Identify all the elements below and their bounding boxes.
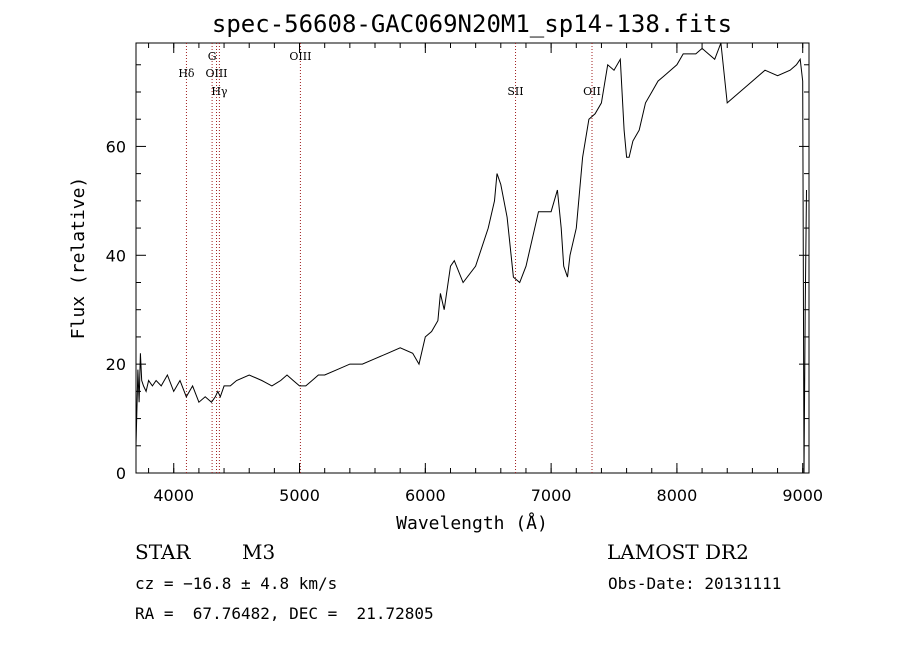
x-tick-label: 9000 (782, 486, 823, 505)
marker-label-oiii-a: OIII (205, 67, 227, 80)
marker-label-hdelta: Hδ (178, 67, 195, 80)
marker-label-oiii-b: OIII (289, 50, 311, 63)
marker-label-oii: OII (583, 85, 601, 98)
x-tick-label: 8000 (657, 486, 698, 505)
y-axis-ticks: 0 20 40 60 (106, 64, 809, 483)
x-tick-label: 6000 (405, 486, 446, 505)
x-axis-label: Wavelength (Å) (396, 512, 548, 534)
marker-label-sii: SII (507, 85, 523, 98)
spectrum-chart: spec-56608-GAC069N20M1_sp14-138.fits Hδ G… (68, 10, 823, 534)
y-tick-label: 60 (106, 137, 126, 156)
plot-frame (135, 42, 810, 474)
spectrum-line (135, 42, 807, 474)
survey-name: LAMOST DR2 (607, 540, 749, 564)
x-axis-ticks: 4000 5000 6000 7000 8000 9000 (148, 43, 823, 505)
emission-line-markers: Hδ G OIII Hγ OIII SII OII (178, 43, 601, 473)
y-tick-label: 40 (106, 246, 126, 265)
x-tick-label: 7000 (531, 486, 572, 505)
y-axis-label: Flux (relative) (68, 177, 89, 340)
observation-date: Obs-Date: 20131111 (608, 574, 782, 593)
spectral-class: STAR (135, 540, 191, 564)
x-tick-label: 5000 (279, 486, 320, 505)
redshift-velocity: cz = −16.8 ± 4.8 km/s (135, 574, 338, 593)
y-tick-label: 0 (116, 464, 126, 483)
y-tick-label: 20 (106, 355, 126, 374)
marker-label-g: G (208, 50, 217, 63)
chart-title: spec-56608-GAC069N20M1_sp14-138.fits (212, 10, 732, 38)
coordinates: RA = 67.76482, DEC = 21.72805 (135, 604, 434, 623)
marker-label-hgamma: Hγ (211, 85, 228, 98)
x-tick-label: 4000 (153, 486, 194, 505)
spectral-subclass: M3 (242, 540, 276, 564)
